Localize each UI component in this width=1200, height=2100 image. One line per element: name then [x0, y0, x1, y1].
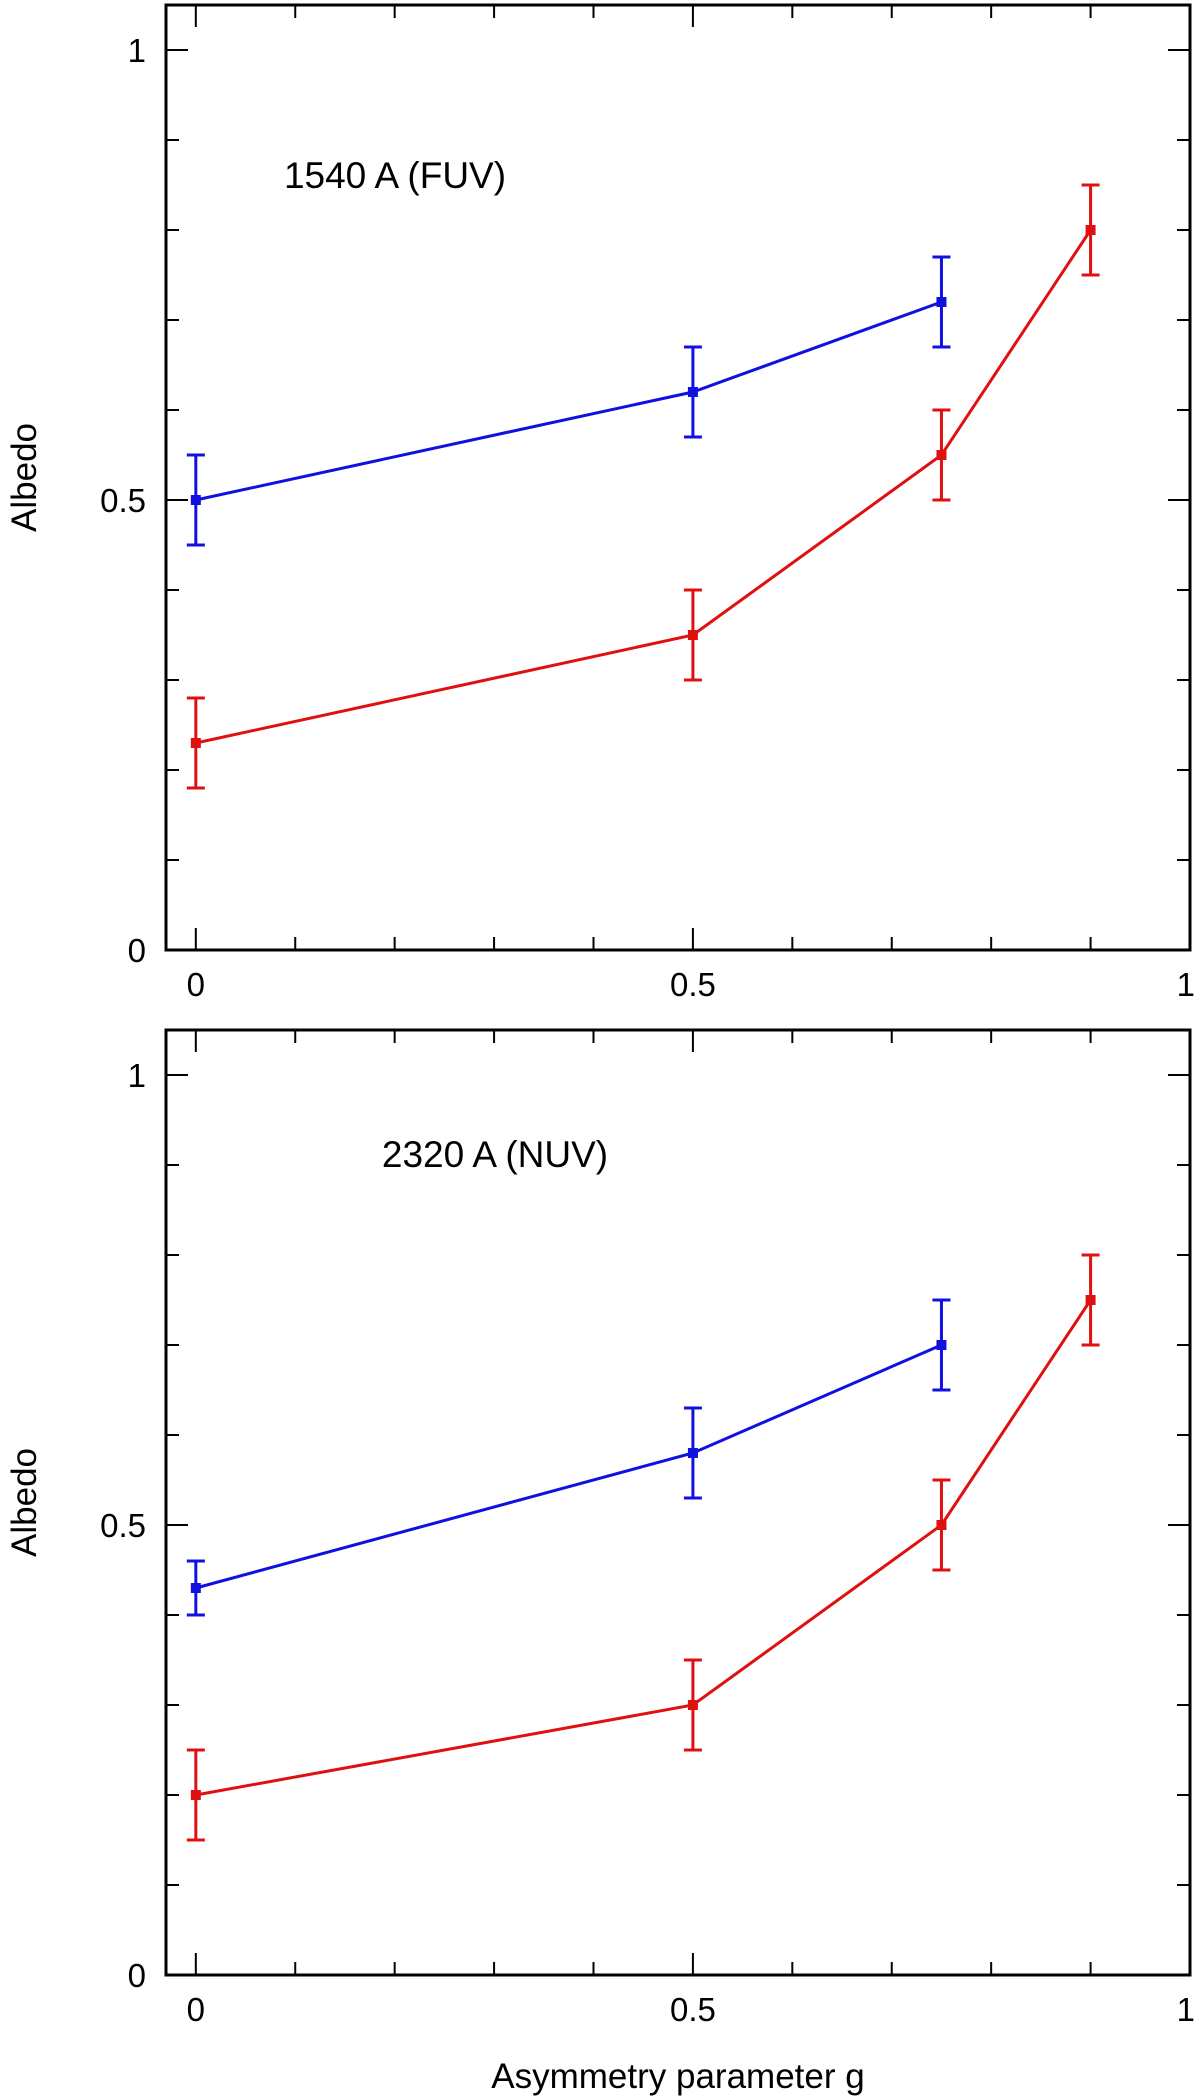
x-axis-title: Asymmetry parameter g — [491, 2057, 864, 2096]
data-point — [190, 738, 201, 748]
series-line — [195, 1343, 943, 1590]
plot-frame — [164, 3, 1192, 952]
data-point — [687, 387, 698, 397]
data-point — [936, 450, 947, 460]
series-line — [195, 300, 942, 502]
series-2 — [186, 183, 1100, 790]
y-axis-title: Albedo — [5, 1448, 44, 1557]
chart-panel-1: 0 0.5 1 0 0.5 1 Albedo 1540 A (FUV) — [5, 3, 1195, 1003]
series-1 — [186, 1298, 951, 1617]
y-tick-label: 0 — [128, 932, 146, 969]
data-point — [936, 1340, 947, 1350]
series-2 — [186, 1253, 1100, 1842]
data-point — [190, 1583, 201, 1593]
x-tick-label: 0 — [187, 1991, 205, 2028]
data-point — [936, 297, 947, 307]
y-tick-label: 1 — [128, 1057, 146, 1094]
x-tick-label: 0.5 — [670, 966, 716, 1003]
y-axis-title: Albedo — [5, 423, 44, 532]
y-tick-label: 0.5 — [100, 1507, 146, 1544]
x-tick-label: 1 — [1177, 966, 1195, 1003]
series-line — [195, 229, 1092, 745]
data-point — [687, 1700, 698, 1710]
data-point — [936, 1520, 947, 1530]
panel-annotation: 2320 A (NUV) — [382, 1134, 608, 1175]
panel-annotation: 1540 A (FUV) — [284, 155, 506, 196]
y-tick-label: 0 — [128, 1957, 146, 1994]
data-point — [1085, 1295, 1096, 1305]
plot-frame — [164, 1028, 1192, 1977]
axis-ticks — [166, 1030, 1191, 1976]
y-tick-label: 1 — [128, 32, 146, 69]
data-point — [1085, 225, 1096, 235]
y-tick-label: 0.5 — [100, 482, 146, 519]
x-tick-label: 0.5 — [670, 1991, 716, 2028]
chart-panel-2: 0 0.5 1 0 0.5 1 Albedo Asymmetry parameter g 232… — [5, 1028, 1195, 2096]
x-tick-label: 0 — [187, 966, 205, 1003]
data-point — [190, 495, 201, 505]
x-tick-label: 1 — [1177, 1991, 1195, 2028]
series-line — [195, 1299, 1092, 1797]
axis-ticks — [166, 5, 1191, 951]
data-point — [687, 630, 698, 640]
data-point — [190, 1790, 201, 1800]
data-point — [687, 1448, 698, 1458]
series-1 — [186, 255, 951, 547]
